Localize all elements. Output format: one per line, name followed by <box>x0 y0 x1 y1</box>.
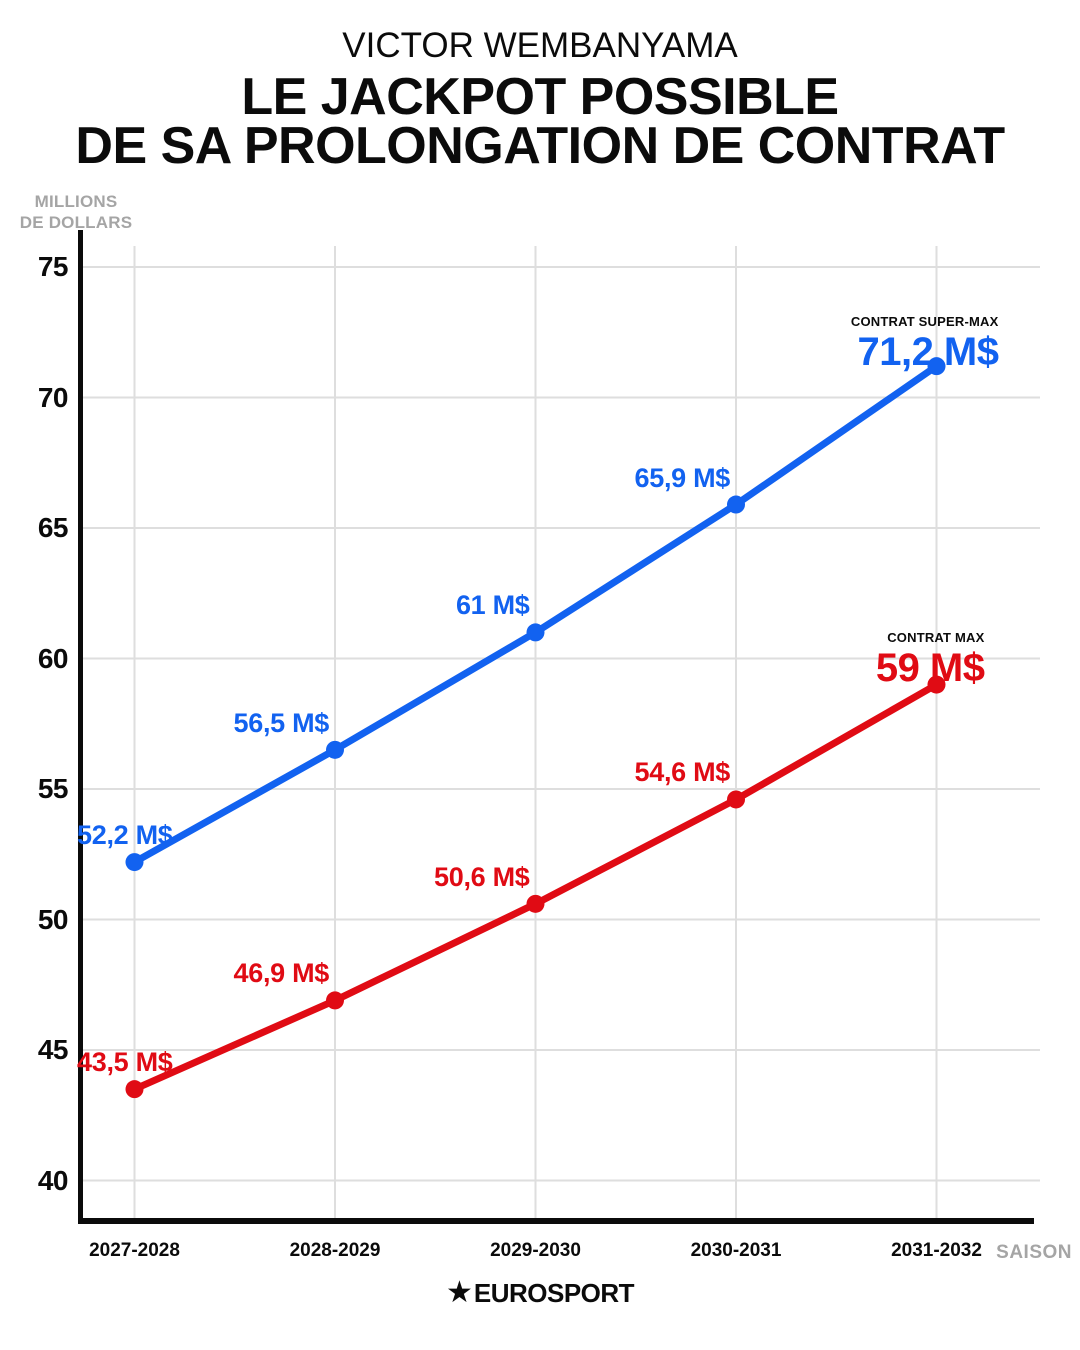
contrat-max-point-label: 50,6 M$ <box>434 861 530 892</box>
chart-canvas <box>78 230 1040 1224</box>
contrat-super-max-data-point <box>125 853 144 872</box>
y-tick-label: 60 <box>37 642 69 674</box>
contrat-max-data-point <box>125 1080 144 1099</box>
contrat-max-data-point <box>927 675 946 694</box>
contrat-super-max-point-label: 56,5 M$ <box>233 707 330 738</box>
y-tick-label: 75 <box>37 251 69 282</box>
x-axis-line <box>78 1218 1034 1224</box>
y-axis-line <box>78 230 83 1222</box>
y-tick-label: 40 <box>37 1164 69 1196</box>
contrat-super-max-end-value: 71,2 M$ <box>857 330 999 375</box>
contrat-max-point-label: 54,6 M$ <box>634 757 731 788</box>
contrat-max-point-label: 43,5 M$ <box>77 1047 173 1078</box>
y-tick-label: 65 <box>37 512 69 543</box>
x-axis-title: SAISON <box>996 1242 1072 1263</box>
y-axis-unit-line-1: MILLIONS <box>34 192 118 211</box>
eurosport-star-icon: ★ <box>445 1276 473 1309</box>
contrat-max-end-value: 59 M$ <box>875 645 985 690</box>
contrat-max-data-point <box>727 790 745 809</box>
contrat-super-max-data-point <box>326 740 344 759</box>
y-axis-unit-line-2: DE DOLLARS <box>19 213 133 232</box>
contrat-super-max-point-label: 52,2 M$ <box>77 820 173 851</box>
player-name: VICTOR WEMBANYAMA <box>342 26 738 65</box>
contrat-max-point-label: 46,9 M$ <box>233 958 330 989</box>
footer: ★ EUROSPORT <box>0 1276 1080 1309</box>
y-tick-label: 50 <box>37 903 69 935</box>
y-tick-label: 55 <box>37 773 69 804</box>
x-tick-label: 2029-2030 <box>490 1240 581 1261</box>
contrat-super-max-point-label: 61 M$ <box>455 590 530 621</box>
contrat-super-max-data-point <box>526 623 545 642</box>
y-tick-label: 45 <box>37 1034 69 1065</box>
x-tick-label: 2027-2028 <box>89 1240 180 1261</box>
x-tick-label: 2030-2031 <box>690 1240 782 1261</box>
x-tick-label: 2028-2029 <box>289 1240 381 1261</box>
y-axis-unit-label: MILLIONS DE DOLLARS <box>14 191 138 233</box>
page-title-line-1: LE JACKPOT POSSIBLE <box>241 68 839 126</box>
contrat-max-end-annotation: CONTRAT MAX 59 M$ <box>876 630 985 690</box>
contrat-super-max-data-point <box>927 357 946 376</box>
contrat-super-max-point-label: 65,9 M$ <box>634 462 731 493</box>
eurosport-wordmark: EUROSPORT <box>473 1278 635 1308</box>
contract-projection-line-chart: 52,2 M$ 56,5 M$ 61 M$ 65,9 M$ CONTRAT SUPER-… <box>0 230 1080 1261</box>
contrat-max-series-name: CONTRAT MAX <box>887 629 985 645</box>
eurosport-logo: ★ EUROSPORT <box>445 1276 635 1309</box>
contrat-super-max-end-annotation: CONTRAT SUPER-MAX 71,2 M$ <box>851 314 999 374</box>
contrat-max-data-point <box>526 894 545 913</box>
contrat-super-max-series-name: CONTRAT SUPER-MAX <box>850 314 999 330</box>
contrat-max-data-point <box>326 991 344 1010</box>
y-tick-label: 70 <box>37 381 69 413</box>
page-title: LE JACKPOT POSSIBLE DE SA PROLONGATION D… <box>0 68 1080 175</box>
contrat-super-max-data-point <box>727 495 745 514</box>
x-tick-label: 2031-2032 <box>891 1240 982 1261</box>
infographic-header: VICTOR WEMBANYAMA LE JACKPOT POSSIBLE DE… <box>0 26 1080 175</box>
page-title-line-2: DE SA PROLONGATION DE CONTRAT <box>75 117 1005 175</box>
